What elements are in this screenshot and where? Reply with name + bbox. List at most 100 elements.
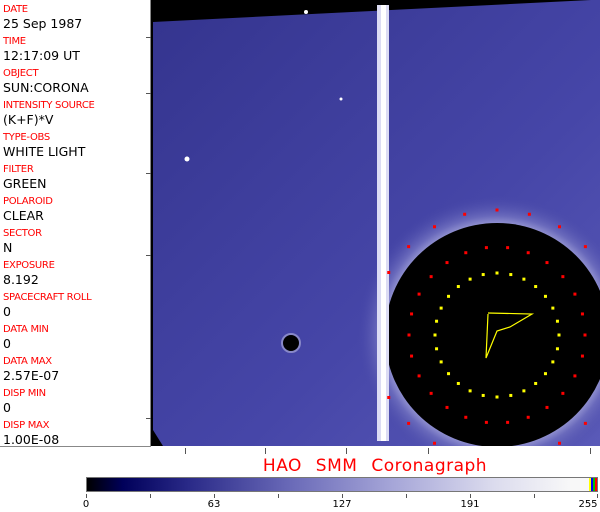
colorbar-tick xyxy=(214,494,215,498)
marker xyxy=(561,275,565,279)
field-value: 8.192 xyxy=(3,272,39,287)
marker xyxy=(484,246,488,250)
marker xyxy=(387,396,391,399)
marker-overlay xyxy=(387,208,587,445)
marker xyxy=(456,285,460,289)
marker xyxy=(526,415,530,419)
marker xyxy=(561,391,565,395)
field-value: SUN:CORONA xyxy=(3,80,89,95)
colorbar-label: 0 xyxy=(82,499,90,510)
occulter-disk xyxy=(385,223,600,446)
field-label: POLAROID xyxy=(3,196,53,207)
marker xyxy=(387,271,391,274)
marker xyxy=(463,212,467,216)
tick xyxy=(146,255,151,256)
colorbar-label: 127 xyxy=(332,499,352,510)
field-value: WHITE LIGHT xyxy=(3,144,86,159)
marker xyxy=(464,251,468,255)
marker xyxy=(506,246,510,250)
plot-title: HAO SMM Coronagraph xyxy=(262,456,488,476)
marker xyxy=(573,374,577,378)
marker xyxy=(555,347,559,351)
field-label: INTENSITY SOURCE xyxy=(3,100,95,111)
marker xyxy=(509,273,513,277)
field-label: TYPE-OBS xyxy=(3,132,50,143)
marker xyxy=(495,271,499,275)
marker xyxy=(583,421,587,425)
marker xyxy=(447,372,451,376)
field-label: DATA MAX xyxy=(3,356,52,367)
marker xyxy=(573,292,577,296)
tick xyxy=(590,448,591,454)
colorbar-tick xyxy=(150,494,151,498)
field-value: 12:17:09 UT xyxy=(3,48,80,63)
color-swatch xyxy=(591,478,593,491)
marker xyxy=(534,285,538,289)
tick xyxy=(346,448,347,454)
marker xyxy=(558,441,561,445)
marker xyxy=(557,333,561,337)
marker xyxy=(410,312,414,316)
tick xyxy=(146,37,151,38)
colorbar-tick xyxy=(342,494,343,498)
tick xyxy=(146,418,151,419)
marker xyxy=(545,405,549,409)
marker xyxy=(417,292,421,296)
marker xyxy=(558,225,561,229)
field-value: N xyxy=(3,240,13,255)
colorbar-tick xyxy=(406,494,407,498)
field-value: 2.57E-07 xyxy=(3,368,60,383)
field-label: DISP MAX xyxy=(3,420,50,431)
marker xyxy=(445,261,449,265)
marker xyxy=(456,381,460,385)
marker xyxy=(433,333,437,337)
colorbar-label: 255 xyxy=(578,499,598,510)
tick xyxy=(146,173,151,174)
field-label: SECTOR xyxy=(3,228,42,239)
marker xyxy=(439,306,443,310)
field-value: GREEN xyxy=(3,176,47,191)
field-value: CLEAR xyxy=(3,208,44,223)
marker xyxy=(526,251,530,255)
field-label: FILTER xyxy=(3,164,34,175)
marker xyxy=(583,333,587,337)
marker xyxy=(545,261,549,265)
field-value: 0 xyxy=(3,304,11,319)
marker xyxy=(543,294,547,298)
field-value: 25 Sep 1987 xyxy=(3,16,83,31)
field-value: 0 xyxy=(3,400,11,415)
marker xyxy=(429,391,433,395)
tick xyxy=(265,448,266,454)
colorbar-label: 63 xyxy=(207,499,221,510)
marker xyxy=(522,277,526,281)
header-info-panel: DATE 25 Sep 1987 TIME 12:17:09 UT OBJECT SUN:… xyxy=(0,0,151,447)
colorbar-label: 191 xyxy=(460,499,480,510)
field-value: 1.00E-08 xyxy=(3,432,60,447)
marker xyxy=(522,389,526,393)
marker xyxy=(555,319,559,323)
color-bar xyxy=(86,477,598,492)
marker xyxy=(433,441,436,445)
marker xyxy=(407,245,411,249)
marker xyxy=(439,360,443,364)
color-swatch xyxy=(595,478,597,491)
field-value: (K+F)*V xyxy=(3,112,54,127)
marker xyxy=(551,360,555,364)
marker xyxy=(433,225,436,229)
marker xyxy=(527,212,531,216)
field-value: 0 xyxy=(3,336,11,351)
marker xyxy=(534,381,538,385)
tick xyxy=(185,448,186,454)
marker xyxy=(410,354,414,358)
marker xyxy=(464,415,468,419)
marker xyxy=(481,393,485,397)
field-label: DATA MIN xyxy=(3,324,49,335)
sector-outline xyxy=(485,312,535,359)
marker xyxy=(435,347,439,351)
colorbar-tick xyxy=(597,494,598,498)
marker xyxy=(543,372,547,376)
field-label: SPACECRAFT ROLL xyxy=(3,292,92,303)
marker xyxy=(506,420,510,424)
coronagraph-image xyxy=(151,0,600,446)
marker xyxy=(417,374,421,378)
